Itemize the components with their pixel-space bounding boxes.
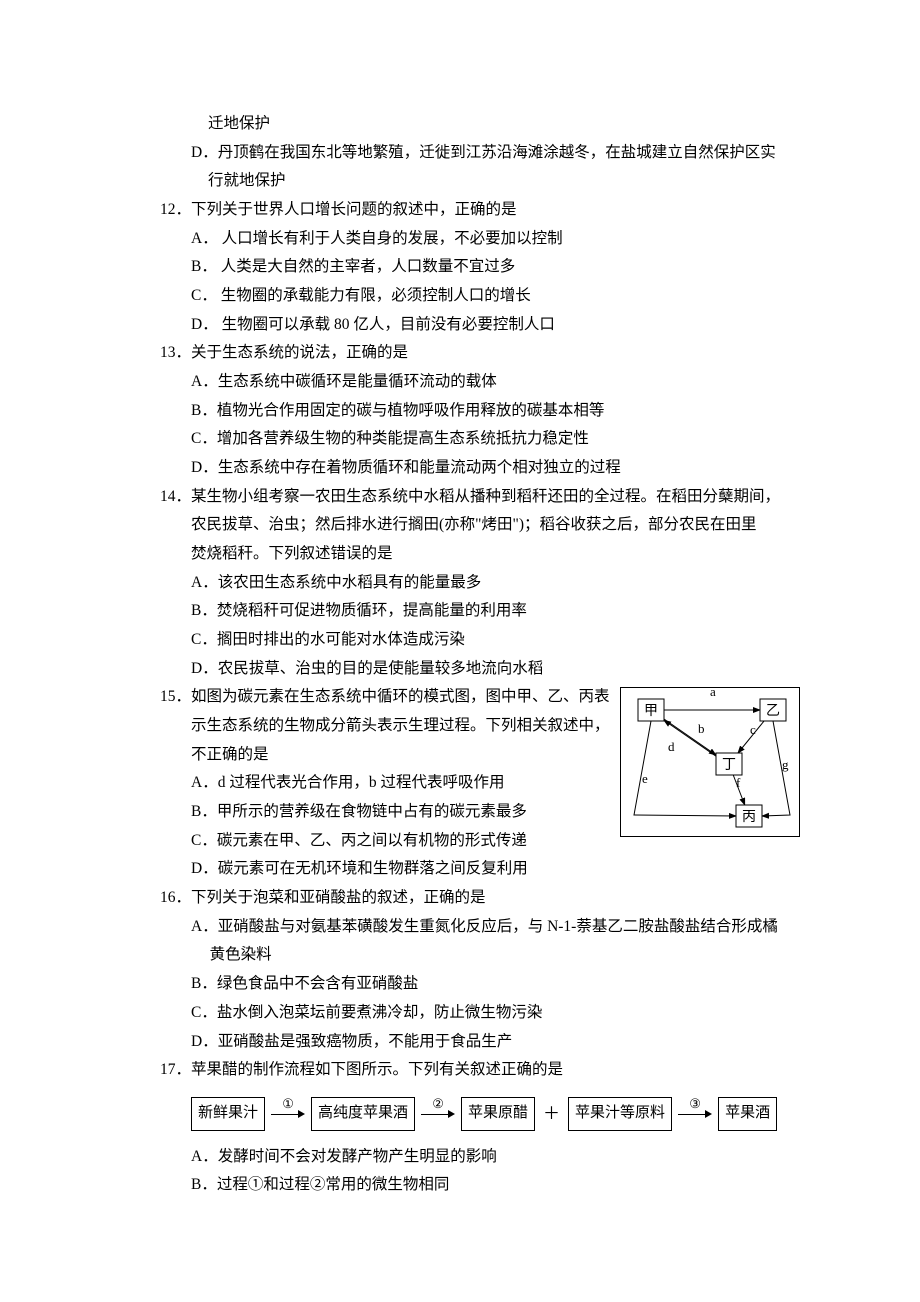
svg-text:乙: 乙	[766, 703, 780, 719]
q15-option-a: A．d 过程代表光合作用，b 过程代表呼吸作用	[160, 769, 610, 798]
q16-option-c: C．盐水倒入泡菜坛前要煮沸冷却，防止微生物污染	[160, 999, 790, 1028]
q14-option-c: C．搁田时排出的水可能对水体造成污染	[160, 626, 790, 655]
q11-option-c-cont: 迁地保护	[160, 110, 790, 139]
q15-option-c: C．碳元素在甲、乙、丙之间以有机物的形式传递	[160, 827, 610, 856]
q17-stem: 17．苹果醋的制作流程如下图所示。下列有关叙述正确的是	[160, 1056, 790, 1085]
q15-stem-1: 15．如图为碳元素在生态系统中循环的模式图，图中甲、乙、丙表	[160, 683, 610, 712]
svg-text:丁: 丁	[722, 758, 736, 773]
q15-stem-2: 示生态系统的生物成分箭头表示生理过程。下列相关叙述中，	[160, 712, 610, 741]
q17-flowchart: 新鲜果汁 ① 高纯度苹果酒 ② 苹果原醋 ＋ 苹果汁等原料 ③ 苹果酒	[191, 1097, 790, 1131]
svg-text:f: f	[736, 775, 741, 790]
q13-option-d: D．生态系统中存在着物质循环和能量流动两个相对独立的过程	[160, 454, 790, 483]
q14-option-b: B．焚烧稻秆可促进物质循环，提高能量的利用率	[160, 597, 790, 626]
flow-box-1: 高纯度苹果酒	[311, 1097, 415, 1131]
q17-option-b: B．过程①和过程②常用的微生物相同	[160, 1171, 790, 1200]
flow-box-3: 苹果汁等原料	[568, 1097, 672, 1131]
svg-text:d: d	[668, 739, 675, 754]
q14-stem-1: 14．某生物小组考察一农田生态系统中水稻从播种到稻秆还田的全过程。在稻田分蘖期间…	[160, 483, 790, 512]
flow-box-0: 新鲜果汁	[191, 1097, 265, 1131]
q12-option-b: B． 人类是大自然的主宰者，人口数量不宜过多	[160, 253, 790, 282]
q15-stem-3: 不正确的是	[160, 741, 610, 770]
q12-option-a: A． 人口增长有利于人类自身的发展，不必要加以控制	[160, 225, 790, 254]
svg-text:b: b	[698, 721, 705, 736]
svg-text:丙: 丙	[742, 810, 756, 825]
flow-arrow-0: ①	[271, 1104, 305, 1124]
q16-option-a-cont: 黄色染料	[160, 941, 790, 970]
q16-option-d: D．亚硝酸盐是强致癌物质，不能用于食品生产	[160, 1028, 790, 1057]
svg-text:g: g	[782, 757, 789, 772]
q15-option-d: D．碳元素可在无机环境和生物群落之间反复利用	[160, 855, 790, 884]
q15-diagram: a b d c e f g 甲 乙丁丙	[620, 687, 800, 848]
q13-option-a: A．生态系统中碳循环是能量循环流动的载体	[160, 368, 790, 397]
svg-text:甲: 甲	[644, 704, 658, 719]
q13-option-b: B．植物光合作用固定的碳与植物呼吸作用释放的碳基本相等	[160, 397, 790, 426]
svg-text:e: e	[642, 771, 648, 786]
q14-option-d: D．农民拔草、治虫的目的是使能量较多地流向水稻	[160, 655, 790, 684]
q15-option-b: B．甲所示的营养级在食物链中占有的碳元素最多	[160, 798, 610, 827]
q13-stem: 13．关于生态系统的说法，正确的是	[160, 339, 790, 368]
q12-stem: 12．下列关于世界人口增长问题的叙述中，正确的是	[160, 196, 790, 225]
q14-option-a: A．该农田生态系统中水稻具有的能量最多	[160, 569, 790, 598]
svg-text:c: c	[750, 722, 756, 737]
q16-option-a: A．亚硝酸盐与对氨基苯磺酸发生重氮化反应后，与 N-1-萘基乙二胺盐酸盐结合形成…	[160, 913, 790, 942]
q14-stem-3: 焚烧稻秆。下列叙述错误的是	[160, 540, 790, 569]
flow-plus: ＋	[541, 1098, 562, 1129]
q16-option-b: B．绿色食品中不会含有亚硝酸盐	[160, 970, 790, 999]
q11-option-d-cont: 行就地保护	[160, 167, 790, 196]
q14-stem-2: 农民拔草、治虫；然后排水进行搁田(亦称"烤田")；稻谷收获之后，部分农民在田里	[160, 511, 790, 540]
q13-option-c: C．增加各营养级生物的种类能提高生态系统抵抗力稳定性	[160, 425, 790, 454]
q16-stem: 16．下列关于泡菜和亚硝酸盐的叙述，正确的是	[160, 884, 790, 913]
flow-arrow-1: ②	[421, 1104, 455, 1124]
flow-box-4: 苹果酒	[718, 1097, 777, 1131]
q17-option-a: A．发酵时间不会对发酵产物产生明显的影响	[160, 1143, 790, 1172]
flow-box-2: 苹果原醋	[461, 1097, 535, 1131]
svg-text:a: a	[710, 687, 716, 699]
q11-option-d: D．丹顶鹤在我国东北等地繁殖，迁徙到江苏沿海滩涂越冬，在盐城建立自然保护区实	[160, 139, 790, 168]
q12-option-d: D． 生物圈可以承载 80 亿人，目前没有必要控制人口	[160, 311, 790, 340]
q12-option-c: C． 生物圈的承载能力有限，必须控制人口的增长	[160, 282, 790, 311]
flow-arrow-2: ③	[678, 1104, 712, 1124]
